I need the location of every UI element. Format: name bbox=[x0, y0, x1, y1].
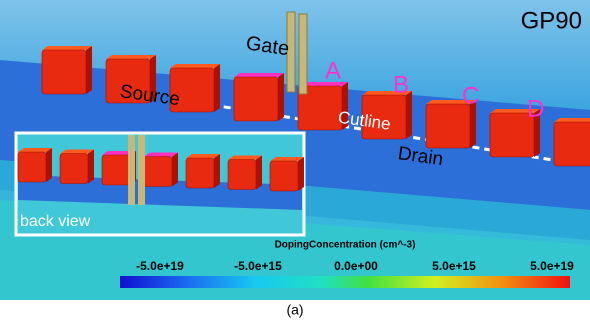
fin-top bbox=[234, 73, 284, 77]
fin-side bbox=[88, 150, 94, 184]
figure: GP90 Gate Source Drain Cutline A B C D b… bbox=[0, 0, 590, 322]
fin-top bbox=[42, 46, 92, 50]
fin-side bbox=[46, 148, 52, 182]
colorbar-title: DopingConcentration (cm^-3) bbox=[275, 240, 416, 251]
fin-top bbox=[228, 156, 262, 160]
fin bbox=[228, 160, 256, 190]
colorbar bbox=[120, 276, 570, 288]
gate-right bbox=[299, 14, 307, 94]
fin bbox=[234, 77, 278, 121]
inset-gate-right bbox=[138, 135, 145, 205]
fin bbox=[18, 152, 46, 182]
colorbar-tick-label: 5.0e+15 bbox=[432, 259, 476, 273]
colorbar-tick-label: 0.0e+00 bbox=[334, 259, 378, 273]
fin-side bbox=[214, 154, 220, 188]
title: GP90 bbox=[521, 7, 582, 34]
colorbar-tick-label: -5.0e+15 bbox=[234, 259, 282, 273]
inset-gate-left bbox=[128, 135, 135, 205]
label-b: B bbox=[393, 71, 409, 98]
fin-top bbox=[186, 154, 220, 158]
fin bbox=[144, 157, 172, 187]
fin bbox=[270, 161, 298, 191]
fin-side bbox=[298, 157, 304, 191]
fin bbox=[554, 122, 590, 166]
fin bbox=[42, 50, 86, 94]
fin-side bbox=[172, 153, 178, 187]
colorbar-tick-label: 5.0e+19 bbox=[530, 259, 574, 273]
fin bbox=[186, 158, 214, 188]
fin-top bbox=[270, 157, 304, 161]
fin-top bbox=[18, 148, 52, 152]
fin bbox=[102, 155, 130, 185]
fin-top bbox=[144, 153, 178, 157]
fin-side bbox=[256, 156, 262, 190]
fin-top bbox=[554, 118, 590, 122]
label-c: C bbox=[462, 82, 479, 109]
fin bbox=[60, 154, 88, 184]
inset-label: back view bbox=[20, 213, 91, 230]
fin-top bbox=[60, 150, 94, 154]
fin bbox=[426, 104, 470, 148]
label-d: D bbox=[527, 95, 544, 122]
fin-side bbox=[214, 64, 220, 112]
fin-top bbox=[106, 55, 156, 59]
caption: (a) bbox=[286, 302, 303, 318]
fin-side bbox=[278, 73, 284, 121]
colorbar-tick-label: -5.0e+19 bbox=[136, 259, 184, 273]
fin-side bbox=[86, 46, 92, 94]
label-a: A bbox=[325, 57, 341, 84]
fin-top bbox=[170, 64, 220, 68]
